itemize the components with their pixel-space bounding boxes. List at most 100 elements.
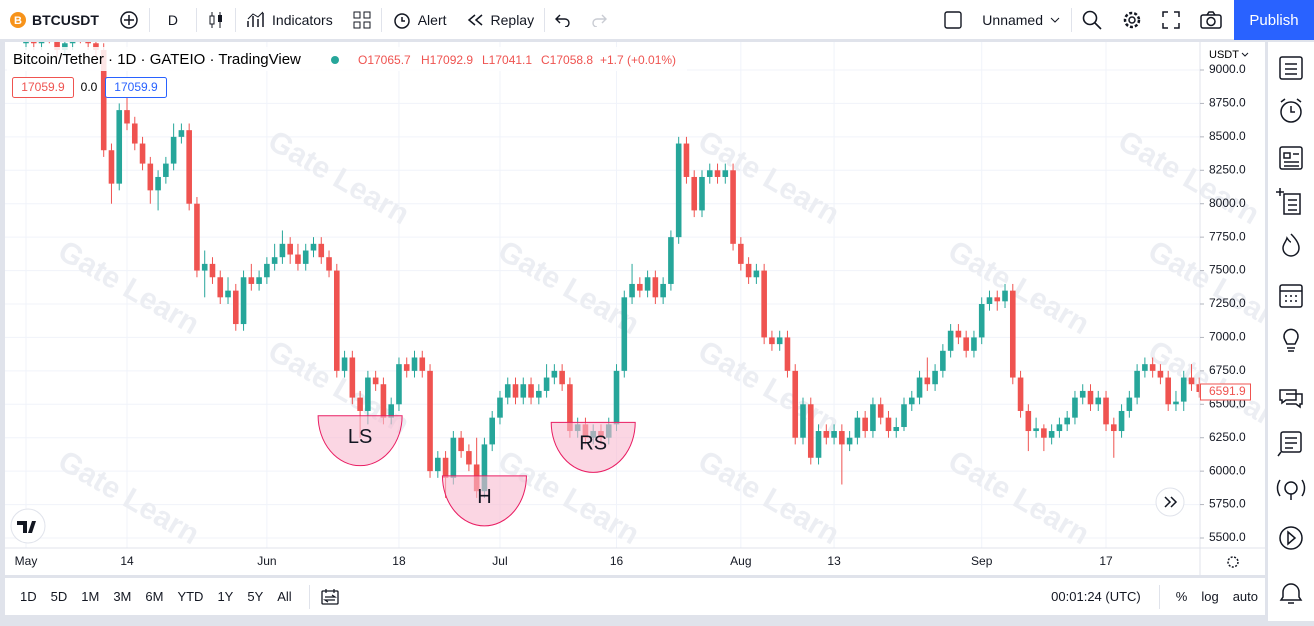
candle-body — [256, 277, 262, 284]
candle-body — [753, 270, 760, 278]
candle-body — [839, 431, 845, 445]
settings-button[interactable] — [1112, 0, 1152, 40]
candle-body — [450, 437, 457, 478]
symbol-button[interactable]: B BTCUSDT — [0, 0, 109, 40]
candle-body — [47, 30, 53, 37]
candle-body — [318, 243, 325, 258]
candle-body — [209, 263, 216, 278]
search-button[interactable] — [1072, 0, 1112, 40]
range-button[interactable]: All — [277, 589, 292, 604]
log-toggle[interactable]: log — [1201, 589, 1219, 604]
range-button[interactable]: 1M — [81, 589, 100, 604]
candle-body — [978, 304, 985, 338]
redo-button[interactable] — [581, 0, 617, 40]
publish-button[interactable]: Publish — [1234, 0, 1314, 40]
pattern-bowl — [317, 415, 403, 467]
candle-body — [380, 384, 387, 418]
candle-body — [675, 143, 682, 238]
candle-body — [714, 170, 721, 177]
candle-body — [971, 337, 977, 351]
range-button[interactable]: 3M — [113, 589, 132, 604]
candle-body — [147, 163, 154, 191]
templates-button[interactable] — [343, 0, 381, 40]
candle-body — [357, 397, 363, 411]
candle-body — [1095, 397, 1102, 405]
clock[interactable]: 00:01:24 (UTC) — [1051, 589, 1141, 604]
y-tick-label: 7750.0 — [1209, 229, 1246, 243]
candle-body — [411, 357, 418, 371]
label: Replay — [490, 11, 535, 28]
candle-body — [1072, 397, 1078, 418]
candle-body — [1196, 384, 1200, 392]
bid-box[interactable] — [12, 77, 74, 98]
fullscreen-button[interactable] — [1152, 0, 1190, 40]
y-tick-label: 6750.0 — [1209, 363, 1246, 377]
candle-body — [225, 290, 231, 298]
candle-body — [1041, 428, 1047, 438]
ask-box[interactable] — [105, 77, 167, 98]
candle-body — [963, 337, 969, 351]
replay-button[interactable]: Replay — [457, 0, 545, 40]
range-button[interactable]: YTD — [177, 589, 204, 604]
legend-close: C17058.8 — [541, 53, 593, 67]
candle-body — [613, 370, 620, 425]
candle-body — [108, 150, 115, 184]
candle-body — [784, 337, 791, 371]
candle-body — [512, 384, 519, 398]
watermark: Gate Learn — [943, 444, 1095, 551]
candle-body — [916, 377, 923, 398]
candle-body — [1126, 397, 1133, 411]
y-tick-label: 9000.0 — [1209, 62, 1246, 76]
range-button[interactable]: 6M — [145, 589, 164, 604]
candle-body — [1103, 397, 1109, 425]
candle-body — [481, 444, 488, 492]
goto-date-button[interactable] — [320, 588, 340, 606]
candle-body — [23, 42, 29, 44]
undo-button[interactable] — [545, 0, 581, 40]
candle-body — [69, 42, 76, 44]
candle-body — [1017, 377, 1024, 411]
range-button[interactable]: 1D — [20, 589, 37, 604]
auto-toggle[interactable]: auto — [1232, 589, 1258, 604]
range-button[interactable]: 1Y — [217, 589, 234, 604]
interval-button[interactable]: D — [167, 11, 179, 28]
candle-body — [116, 110, 123, 184]
candle-body — [1079, 390, 1086, 398]
candle-body — [815, 431, 822, 458]
chart-type-button[interactable] — [197, 0, 235, 40]
candle-body — [295, 254, 301, 264]
y-tick-label: 6000.0 — [1209, 463, 1246, 477]
candle-body — [186, 130, 192, 204]
candle-body — [396, 364, 402, 405]
candle-body — [1173, 401, 1179, 405]
axis-settings[interactable] — [1227, 556, 1239, 568]
legend-open: O17065.7 — [358, 53, 411, 67]
layout-button[interactable]: Unnamed — [934, 0, 1071, 40]
compare-button[interactable] — [109, 0, 149, 40]
pattern-label: LS — [348, 426, 372, 448]
percent-toggle[interactable]: % — [1175, 589, 1188, 604]
x-tick-label: 13 — [827, 554, 841, 568]
currency-label[interactable]: USDT — [1209, 49, 1239, 61]
btc-icon: B — [10, 11, 26, 28]
candle-body — [722, 170, 729, 177]
indicators-button[interactable]: Indicators — [236, 0, 343, 40]
y-tick-label: 5750.0 — [1209, 497, 1246, 511]
candle-body — [652, 277, 659, 298]
candle-body — [497, 397, 503, 418]
range-button[interactable]: 5D — [50, 589, 68, 604]
range-button[interactable]: 5Y — [247, 589, 264, 604]
y-tick-label: 8250.0 — [1209, 162, 1246, 176]
watermark: Gate Learn — [53, 234, 205, 341]
candle-body — [264, 263, 270, 278]
y-tick-label: 7250.0 — [1209, 296, 1246, 310]
y-tick-label: 7000.0 — [1209, 330, 1246, 344]
watermark: Gate Learn — [693, 334, 845, 441]
candle-body — [1056, 424, 1063, 432]
x-tick-label: Jul — [492, 554, 507, 568]
candle-body — [994, 297, 1001, 302]
candle-body — [668, 237, 674, 284]
alert-button[interactable]: Alert — [382, 0, 457, 40]
snapshot-button[interactable] — [1190, 0, 1232, 40]
